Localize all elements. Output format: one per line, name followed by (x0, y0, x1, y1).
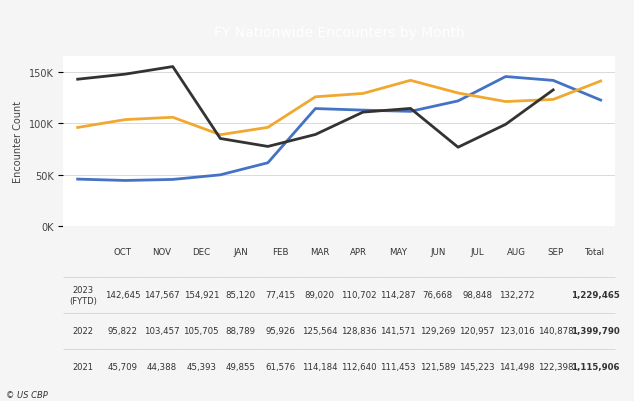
Text: © US CBP: © US CBP (6, 390, 48, 399)
Y-axis label: Encounter Count: Encounter Count (13, 101, 23, 183)
Text: FY Nationwide Encounters by Month: FY Nationwide Encounters by Month (214, 26, 465, 40)
